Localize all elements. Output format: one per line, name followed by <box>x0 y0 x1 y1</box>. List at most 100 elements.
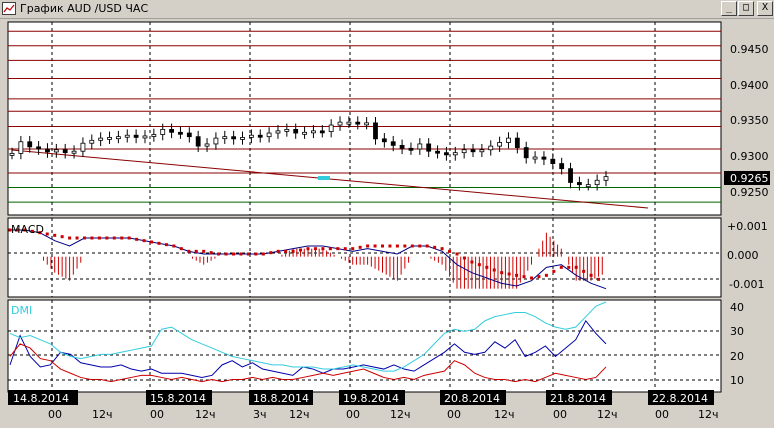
adx-line <box>9 301 607 372</box>
macd-tick-label: +0.001 <box>727 220 768 233</box>
macd-tick-label: 0.000 <box>727 249 759 262</box>
candle-body <box>497 142 503 147</box>
date-box <box>546 390 612 405</box>
candle-body <box>248 134 254 138</box>
macd-signal-dot <box>574 265 578 269</box>
macd-signal-dot <box>157 241 161 245</box>
candle-body <box>373 122 378 140</box>
date-label: 14.8.2014 <box>13 392 69 405</box>
candle-body <box>142 135 148 139</box>
candle-body <box>293 129 299 134</box>
macd-signal-dot <box>582 269 586 273</box>
hour-label: 00 <box>150 408 164 421</box>
hour-label: 12ч <box>390 408 411 421</box>
window-title: График AUD /USD ЧАС <box>20 2 149 15</box>
macd-signal-dot <box>589 273 593 277</box>
macd-signal-dot <box>254 252 258 256</box>
candle-body <box>559 163 565 170</box>
candle-body <box>302 131 307 135</box>
candle-body <box>461 149 467 154</box>
date-box <box>648 390 714 405</box>
macd-panel[interactable] <box>7 217 722 298</box>
dmi-plus-line <box>9 319 607 378</box>
candle-body <box>195 136 201 147</box>
macd-signal-dot <box>164 243 168 247</box>
dmi-lines <box>9 301 607 383</box>
macd-signal-dot <box>366 244 370 248</box>
macd-signal-dot <box>425 244 429 248</box>
macd-signal-dot <box>239 252 243 256</box>
candle-body <box>479 149 485 153</box>
macd-signal-dot <box>395 244 399 248</box>
macd-signal-dot <box>410 244 414 248</box>
minimize-button[interactable]: _ <box>721 1 737 16</box>
price-panel[interactable] <box>7 21 722 216</box>
current-price-label: 0.9265 <box>730 172 769 185</box>
macd-signal-dot <box>232 252 235 256</box>
macd-signal-dot <box>38 231 42 235</box>
candle-body <box>275 130 281 134</box>
candle-body <box>408 147 414 151</box>
hour-label: 3ч <box>253 408 267 421</box>
hour-label: 12ч <box>597 408 618 421</box>
macd-signal-dot <box>261 252 265 256</box>
hour-label: 00 <box>553 408 567 421</box>
date-label: 22.8.2014 <box>652 392 708 405</box>
close-button[interactable]: X <box>757 1 773 16</box>
macd-signal-dot <box>90 236 94 240</box>
chart-area[interactable]: MACD DMI 0.9450 0.9400 0.9350 0.9300 0.9… <box>0 18 774 428</box>
candle-body <box>311 130 316 134</box>
candle-body <box>346 121 352 125</box>
macd-signal-dot <box>105 236 109 240</box>
macd-signal-dot <box>418 244 422 248</box>
date-label: 20.8.2014 <box>444 392 500 405</box>
macd-signal-dot <box>30 229 34 233</box>
macd-signal-dot <box>217 252 221 256</box>
candle-body <box>328 124 334 132</box>
macd-signal-dot <box>299 248 303 252</box>
macd-signal-dot <box>455 252 459 256</box>
macd-signal-dot <box>120 236 124 240</box>
candle-body <box>80 142 86 152</box>
candle-body <box>488 145 494 151</box>
macd-signal-dot <box>448 249 452 253</box>
macd-signal-dot <box>276 249 280 253</box>
macd-signal-dot <box>45 232 49 236</box>
candle-body <box>98 137 104 141</box>
macd-signal-dot <box>246 252 250 256</box>
candle-body <box>222 136 228 140</box>
date-box <box>146 390 212 405</box>
macd-signal-dot <box>284 249 288 253</box>
macd-signal-dot <box>83 236 86 240</box>
macd-signal-dot <box>269 251 273 255</box>
price-tick-label: 0.9300 <box>730 150 769 163</box>
date-label: 15.8.2014 <box>150 392 206 405</box>
dmi-panel[interactable] <box>7 299 722 393</box>
macd-signal-dot <box>127 236 131 240</box>
candle-body <box>71 150 77 154</box>
macd-signal-dot <box>172 244 176 248</box>
macd-signal-dot <box>224 252 228 256</box>
macd-signal-dot <box>470 260 474 264</box>
maximize-button[interactable]: □ <box>738 1 754 16</box>
hour-label: 00 <box>48 408 62 421</box>
candle-body <box>381 138 387 143</box>
macd-signal-dot <box>142 239 146 243</box>
price-tick-label: 0.9400 <box>730 79 769 92</box>
macd-signal-dot <box>306 247 310 251</box>
candle-body <box>27 141 33 148</box>
chart-window-icon <box>2 2 16 15</box>
candle-body <box>266 132 272 138</box>
candle-body <box>9 152 15 156</box>
price-tick-label: 0.9350 <box>730 114 769 127</box>
macd-signal-dot <box>351 247 355 251</box>
macd-signal-dot <box>477 263 481 267</box>
macd-signal-dot <box>112 236 116 240</box>
window-titlebar: График AUD /USD ЧАС _ □ X <box>0 0 774 19</box>
candle-body <box>444 152 449 156</box>
candle-body <box>399 144 405 149</box>
candle-body <box>417 143 423 150</box>
macd-signal-dot <box>433 245 437 249</box>
date-label: 19.8.2014 <box>343 392 399 405</box>
macd-histogram <box>43 232 603 289</box>
